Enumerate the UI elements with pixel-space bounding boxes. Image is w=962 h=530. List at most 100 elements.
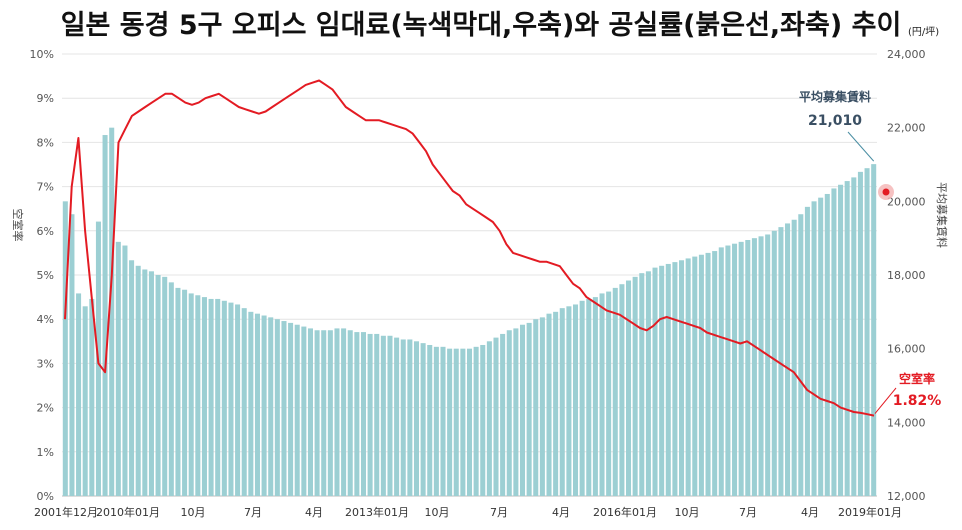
rent-bar xyxy=(778,227,784,496)
rent-bar xyxy=(685,258,691,496)
x-tick-label: 2001年12月 xyxy=(34,505,98,519)
rent-bar xyxy=(162,276,168,496)
right-axis-unit: (円/坪) xyxy=(908,25,939,38)
right-tick-label: 12,000 xyxy=(887,490,926,503)
rent-bar xyxy=(89,298,95,496)
x-tick-label: 4月 xyxy=(552,506,570,519)
rent-bar xyxy=(705,252,711,496)
rent-bar xyxy=(751,238,757,496)
x-tick-label: 10月 xyxy=(181,506,206,519)
rent-bar xyxy=(341,328,347,496)
rent-bar xyxy=(732,243,738,496)
x-tick-label: 7月 xyxy=(244,506,262,519)
rent-bar xyxy=(533,319,539,496)
rent-bar xyxy=(407,339,413,496)
rent-bars xyxy=(62,127,877,497)
rent-bar xyxy=(798,214,804,496)
rent-bar xyxy=(115,241,121,496)
vacancy-end-value: 1.82% xyxy=(893,393,942,409)
right-tick-label: 14,000 xyxy=(887,416,926,429)
rent-bar xyxy=(466,348,473,496)
rent-bar xyxy=(62,201,68,497)
rent-bar xyxy=(553,311,559,496)
rent-bar xyxy=(427,344,433,496)
left-tick-label: 0% xyxy=(37,490,54,503)
rent-bar xyxy=(248,311,254,496)
rent-bar xyxy=(692,256,698,496)
marker-dot xyxy=(882,188,890,196)
rent-bar xyxy=(566,306,572,496)
right-axis-ticks: 12,000 14,000 16,000 18,000 20,000 22,000 24,0… xyxy=(887,48,949,503)
left-tick-label: 7% xyxy=(37,181,54,194)
right-tick-label: 22,000 xyxy=(887,122,926,135)
rent-bar xyxy=(679,260,685,496)
rent-bar xyxy=(195,295,201,496)
rent-bar xyxy=(76,293,82,496)
right-tick-label: 18,000 xyxy=(887,269,926,282)
rent-bar xyxy=(712,251,718,496)
rent-bar xyxy=(619,284,625,496)
rent-bar xyxy=(327,330,333,496)
chart-title: 일본 동경 5구 오피스 임대료(녹색막대,우축)와 공실률(붉은선,좌축) 추… xyxy=(61,10,902,41)
rent-bar xyxy=(109,127,115,497)
rent-bar xyxy=(857,171,863,496)
rent-bar xyxy=(201,297,207,496)
rent-bar xyxy=(261,315,267,496)
x-tick-label: 2010年01月 xyxy=(96,505,160,519)
rent-bar xyxy=(652,267,658,496)
rent-bar xyxy=(586,298,592,496)
rent-bar xyxy=(274,319,280,496)
rent-bar xyxy=(433,346,439,496)
rent-bar xyxy=(235,304,241,496)
rent-bar xyxy=(771,230,777,497)
rent-bar xyxy=(168,282,174,496)
rent-bar xyxy=(672,262,678,496)
right-tick-label: 16,000 xyxy=(887,343,926,356)
rent-bar xyxy=(851,177,857,496)
x-tick-label: 10月 xyxy=(675,506,700,519)
rent-bar xyxy=(447,348,453,496)
rent-bar xyxy=(526,322,532,496)
left-tick-label: 8% xyxy=(37,136,54,149)
rent-bar xyxy=(871,164,877,497)
rent-bar xyxy=(380,335,386,496)
rent-bar xyxy=(142,269,148,496)
rent-bar xyxy=(453,348,459,496)
rent-bar xyxy=(665,263,671,496)
rent-bar xyxy=(745,240,751,496)
left-tick-label: 4% xyxy=(37,313,54,326)
rent-bar xyxy=(182,289,188,496)
x-tick-label: 10月 xyxy=(425,506,450,519)
rent-bar xyxy=(811,201,817,497)
rent-bar xyxy=(129,260,135,496)
left-tick-label: 9% xyxy=(37,92,54,105)
rent-bar xyxy=(718,247,724,496)
rent-leader-line xyxy=(847,131,875,162)
left-axis-ticks: 0% 1% 2% 3% 4% 5% 6% 7% 8% 9% 10% 空室率 xyxy=(11,48,54,503)
rent-bar xyxy=(785,223,791,496)
vacancy-leader-line xyxy=(874,387,897,414)
rent-bar xyxy=(599,293,605,496)
rent-bar xyxy=(440,346,446,496)
rent-bar xyxy=(135,265,141,496)
rent-bar xyxy=(738,241,744,496)
rent-bar xyxy=(838,184,844,496)
rent-bar xyxy=(288,322,294,496)
x-tick-label: 2016年01月 xyxy=(593,505,657,519)
rent-bar xyxy=(698,254,704,496)
rent-bar xyxy=(314,330,320,496)
left-tick-label: 3% xyxy=(37,357,54,370)
rent-bar xyxy=(519,324,526,496)
right-tick-label: 24,000 xyxy=(887,48,926,61)
rent-bar xyxy=(82,306,88,496)
rent-bar xyxy=(241,308,247,496)
rent-bar xyxy=(215,298,221,496)
right-tick-label: 20,000 xyxy=(887,195,926,208)
rent-bar xyxy=(307,328,313,496)
rent-bar xyxy=(347,330,353,496)
annotations: 平均募集賃料 21,010 空室率 1.82% xyxy=(799,89,941,414)
rent-bar xyxy=(493,337,499,496)
rent-bar xyxy=(228,302,234,496)
